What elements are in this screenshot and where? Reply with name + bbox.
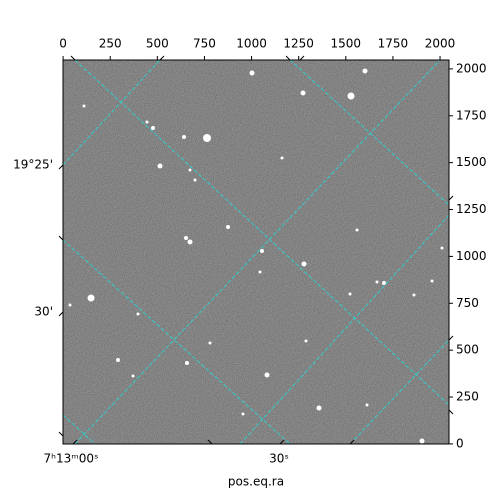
y-tick-label: 1500 — [456, 155, 487, 169]
x-tick-label: 750 — [193, 37, 216, 51]
x-tick-label: 1750 — [378, 37, 409, 51]
dec-label: 19°25' — [13, 158, 53, 172]
x-tick-label: 1500 — [331, 37, 362, 51]
axes-frame — [62, 59, 450, 445]
ra-label: 30ˢ — [269, 452, 289, 466]
y-tick-label: 1000 — [456, 249, 487, 263]
x-tick-label: 250 — [99, 37, 122, 51]
y-tick-label: 1250 — [456, 202, 487, 216]
x-tick-label: 500 — [146, 37, 169, 51]
y-tick-label: 2000 — [456, 61, 487, 75]
wcs-grid — [63, 60, 449, 444]
y-tick-label: 750 — [456, 296, 479, 310]
image-noise — [63, 60, 449, 444]
wcs-ticks — [58, 55, 454, 445]
y-tick-label: 500 — [456, 343, 479, 357]
y-tick-label: 0 — [456, 436, 464, 450]
dec-label: 30' — [34, 305, 53, 319]
x-tick-label: 1000 — [236, 37, 267, 51]
y-tick-label: 250 — [456, 390, 479, 404]
stars — [68, 68, 444, 444]
image — [63, 60, 449, 444]
x-tick-label: 2000 — [425, 37, 456, 51]
x-tick-label: 1250 — [283, 37, 314, 51]
ra-label: 7ʰ13ᵐ00ˢ — [44, 452, 99, 466]
y-tick-label: 1750 — [456, 108, 487, 122]
x-tick-label: 0 — [59, 37, 67, 51]
x-axis-label: pos.eq.ra — [228, 475, 284, 489]
